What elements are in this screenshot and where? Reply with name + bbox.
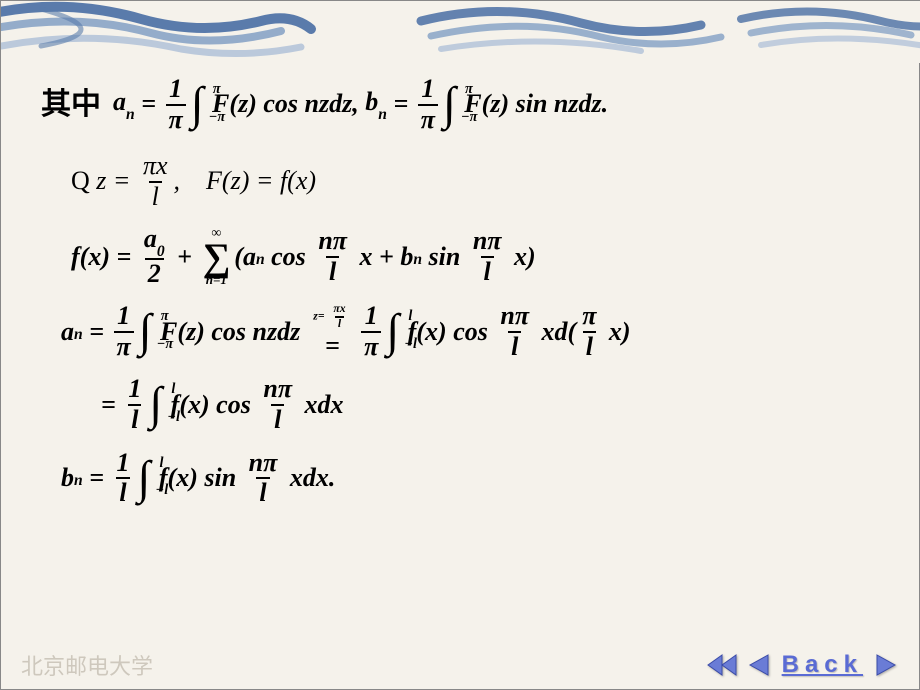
because-symbol: Q (71, 167, 90, 196)
fraction-pi-l: π l (579, 302, 599, 361)
fraction-a0-2: a0 2 (141, 225, 168, 288)
nav-controls: Back (704, 651, 899, 679)
substitution-over-eq: z= πxl = (313, 303, 351, 361)
a-sub-n: an (113, 88, 135, 120)
equation-line-6: bn = 1 l l ∫ −l f(x) sin nπ l xdx. (61, 449, 879, 508)
watermark-text: 北京邮电大学 (21, 649, 153, 681)
fraction-npi-l: nπ l (246, 449, 281, 508)
next-button[interactable] (873, 651, 899, 679)
footer: 北京邮电大学 Back (1, 649, 919, 681)
fraction-1-pi: 1 π (361, 302, 381, 361)
fraction-pix-l: πx l (140, 152, 171, 211)
fraction-npi-l: nπ l (315, 227, 350, 286)
fraction-1-l: 1 l (125, 375, 144, 434)
summation-symbol: ∞ ∑ n=1 (202, 226, 230, 287)
integral-symbol: l ∫ −l (138, 460, 151, 497)
fraction-1-l: 1 l (114, 449, 133, 508)
fraction-npi-l: nπ l (470, 227, 505, 286)
fraction-1-pi: 1 π (166, 75, 186, 134)
equation-line-1: 其中 an = 1 π π ∫ −π F(z) cos nzdz, bn = 1… (41, 75, 879, 134)
prev-button[interactable] (746, 651, 772, 679)
prev-icon (746, 651, 772, 679)
math-content: 其中 an = 1 π π ∫ −π F(z) cos nzdz, bn = 1… (1, 63, 919, 508)
rewind-button[interactable] (704, 651, 740, 679)
integral-symbol: π ∫ −π (139, 313, 152, 350)
rewind-icon (704, 651, 740, 679)
fraction-npi-l: nπ l (260, 375, 295, 434)
integral-symbol: l ∫ −l (386, 313, 399, 350)
equation-line-4: an = 1 π π ∫ −π F(z) cos nzdz z= πxl = 1… (61, 302, 879, 361)
integral-symbol: π ∫ −π (443, 86, 456, 123)
b-sub-n: bn (365, 88, 387, 120)
next-icon (873, 651, 899, 679)
back-link[interactable]: Back (782, 651, 863, 679)
integral-symbol: l ∫ −l (149, 386, 162, 423)
equation-line-2: Q z = πx l , F(z) = f(x) (71, 152, 879, 211)
equation-line-3: f(x) = a0 2 + ∞ ∑ n=1 (an cos nπ l x + b… (71, 225, 879, 288)
fraction-npi-l: nπ l (497, 302, 532, 361)
fraction-1-pi: 1 π (418, 75, 438, 134)
top-banner (1, 1, 920, 63)
integral-symbol: π ∫ −π (191, 86, 204, 123)
equation-line-5: = 1 l l ∫ −l f(x) cos nπ l xdx (101, 375, 879, 434)
prefix-cn: 其中 (41, 88, 101, 121)
fraction-1-pi: 1 π (114, 302, 134, 361)
